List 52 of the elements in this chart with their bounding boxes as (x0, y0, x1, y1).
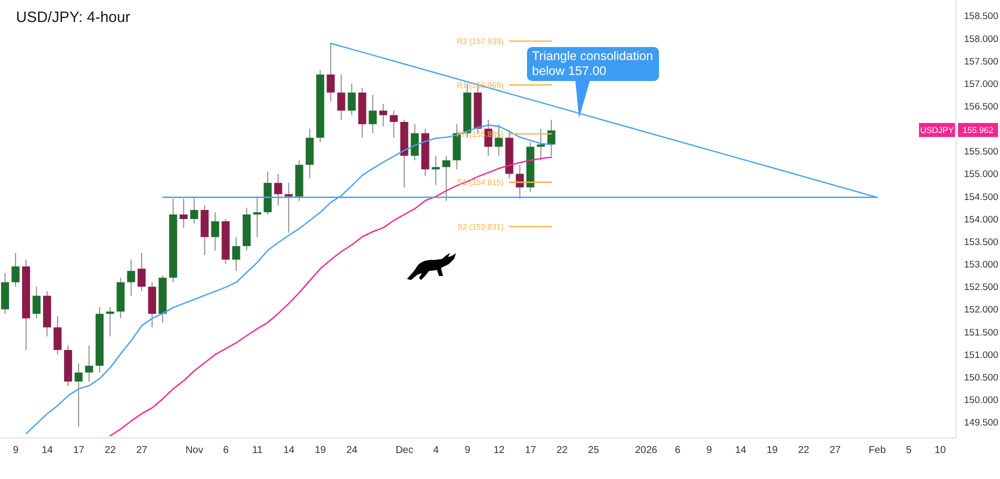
x-tick-label: Dec (396, 445, 414, 456)
x-tick-label: 14 (42, 445, 54, 456)
series-label: R2 (157.939) (456, 37, 504, 46)
x-tick-label: 9 (12, 445, 19, 456)
x-tick-label: 22 (556, 445, 568, 456)
x-tick-label: 17 (524, 445, 537, 456)
y-tick-label: 151.000 (964, 350, 998, 361)
y-tick-label: 153.000 (964, 260, 998, 271)
x-tick-label: 6 (223, 445, 230, 456)
x-tick-label: 4 (433, 445, 440, 456)
annotation: Triangle consolidation below 157.00 (527, 47, 659, 81)
y-tick-label: 153.500 (964, 236, 998, 248)
x-tick-label: 11 (252, 445, 264, 456)
y-tick-label: 150.000 (964, 394, 998, 406)
annotation: 155.962 (958, 123, 998, 138)
x-tick-label: 2026 (634, 445, 658, 456)
x-tick-label: 22 (104, 445, 116, 456)
x-tick-label: 9 (706, 445, 712, 456)
x-tick-label: 14 (283, 445, 295, 456)
y-tick-label: 158.500 (964, 11, 998, 22)
y-tick-label: 152.000 (964, 304, 998, 316)
x-tick-label: 25 (588, 445, 600, 456)
x-tick-label: 27 (830, 445, 842, 456)
y-tick-label: 154.500 (964, 192, 998, 203)
x-tick-label: 5 (906, 445, 912, 456)
x-tick-label: 22 (798, 445, 810, 456)
x-tick-label: 27 (136, 445, 148, 456)
y-tick-label: 156.500 (964, 101, 998, 112)
y-tick-label: 154.000 (964, 214, 998, 226)
x-tick-label: 24 (346, 445, 358, 456)
y-tick-label: 155.500 (964, 146, 998, 158)
y-tick-label: 149.500 (964, 418, 998, 429)
x-tick-label: 9 (464, 445, 471, 456)
x-tick-label: 10 (934, 445, 946, 456)
x-tick-label: 19 (766, 445, 778, 456)
x-tick-label: 14 (735, 445, 747, 456)
x-tick-label: Feb (868, 445, 886, 456)
y-tick-label: 157.500 (964, 56, 998, 68)
y-tick-label: 155.000 (964, 169, 998, 180)
x-tick-label: 6 (674, 445, 681, 456)
annotation: USDJPY (919, 123, 955, 138)
x-tick-label: 12 (493, 445, 506, 456)
x-tick-label: Nov (185, 445, 204, 456)
y-tick-label: 152.500 (964, 282, 998, 294)
y-tick-label: 150.500 (964, 372, 998, 384)
series-label: S2 (153.831) (457, 222, 504, 232)
y-tick-label: 158.000 (964, 34, 998, 45)
y-tick-label: 151.500 (964, 327, 998, 338)
y-tick-label: 157.000 (964, 78, 998, 90)
text: USD/JPY: 4-hour (16, 9, 130, 26)
x-tick-label: 17 (73, 445, 85, 456)
x-tick-label: 19 (314, 445, 326, 456)
